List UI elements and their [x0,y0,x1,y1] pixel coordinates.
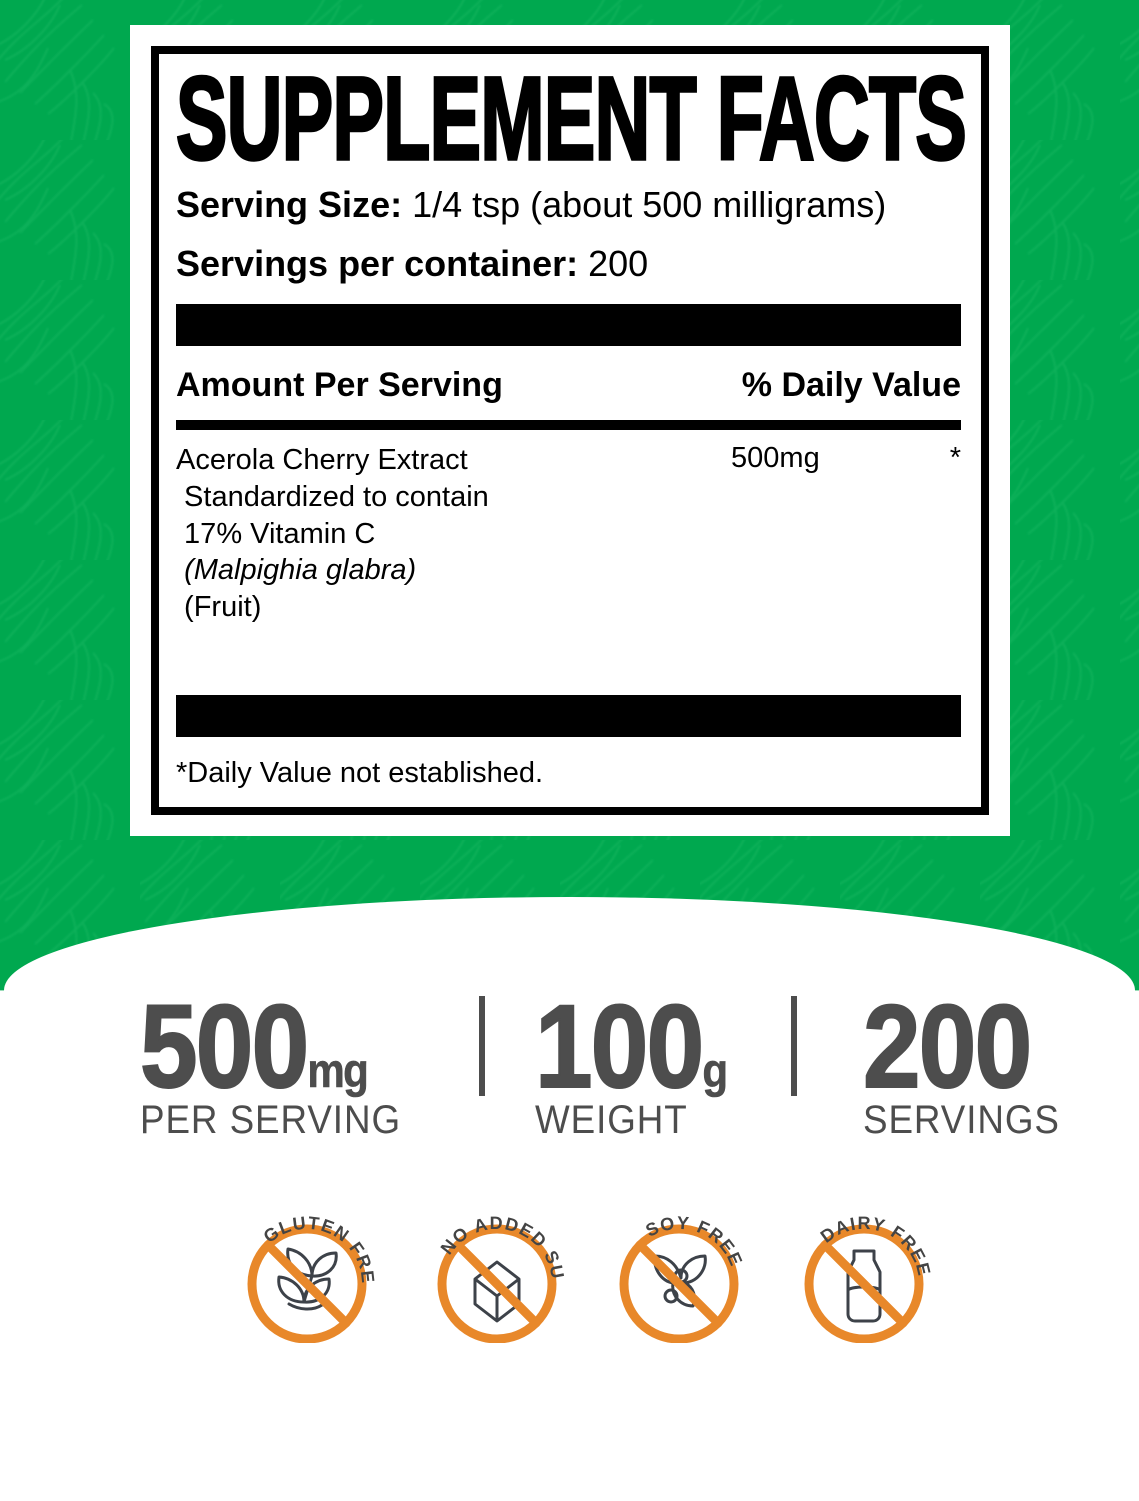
svg-text:DAIRY FREE: DAIRY FREE [817,1213,935,1278]
